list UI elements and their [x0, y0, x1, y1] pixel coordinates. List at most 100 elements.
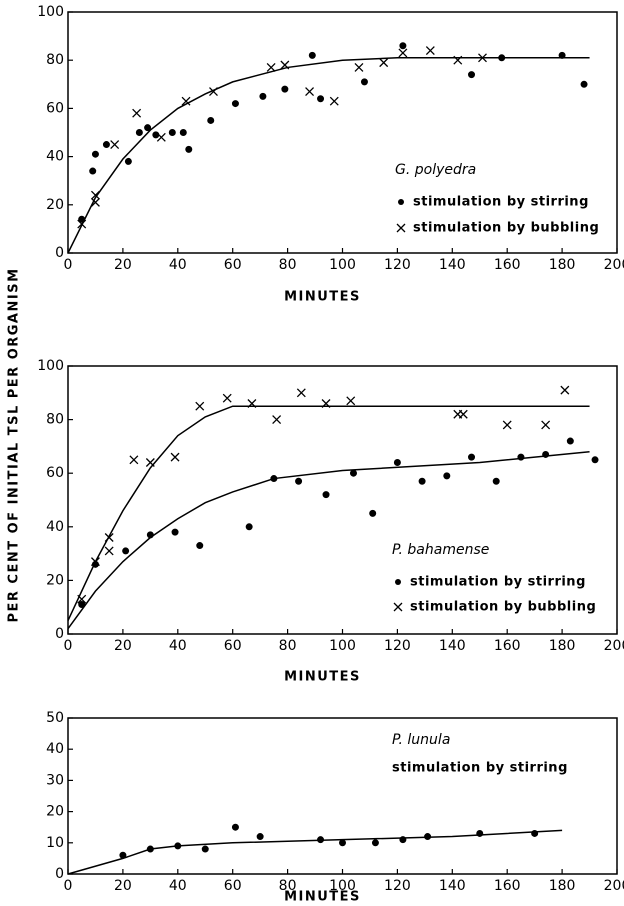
plot-frame — [67, 11, 618, 254]
dot-point — [517, 453, 525, 461]
cross-point — [90, 190, 100, 200]
x-tick-label: 120 — [384, 257, 411, 273]
cross-point — [321, 399, 331, 408]
legend-label: stimulation by bubbling — [413, 221, 599, 236]
x-tick-label: 200 — [604, 638, 624, 654]
dot-point — [207, 116, 215, 124]
cross-point — [156, 132, 166, 142]
dot-point — [270, 475, 278, 483]
x-tick-label: 140 — [439, 257, 466, 273]
legend-marker — [393, 602, 403, 612]
x-tick-label: 140 — [439, 638, 466, 654]
y-tick-label: 80 — [46, 412, 64, 428]
cross-point — [170, 452, 180, 462]
legend-marker — [398, 199, 404, 205]
dot-point — [468, 453, 476, 461]
y-tick-label: 100 — [37, 358, 64, 374]
x-tick-label: 100 — [329, 878, 356, 894]
dot-point — [245, 523, 253, 531]
cross-point — [104, 546, 114, 556]
dot-point — [399, 836, 407, 844]
cross-point — [305, 87, 315, 96]
cross-point — [209, 87, 218, 96]
dot-point — [558, 51, 566, 59]
y-tick-label: 10 — [46, 835, 64, 851]
dot-point — [322, 491, 330, 499]
dot-point — [591, 456, 599, 464]
cross-point — [77, 594, 87, 604]
cross-point — [247, 399, 257, 408]
cross-point — [560, 385, 570, 395]
dot-point — [231, 823, 239, 831]
x-tick-label: 40 — [169, 878, 187, 894]
x-tick-label: 80 — [279, 257, 297, 273]
legend-label: stimulation by bubbling — [410, 600, 596, 615]
x-tick-label: 60 — [224, 638, 242, 654]
y-axis-label: PER CENT OF INITIAL TSL PER ORGANISM — [7, 267, 22, 622]
x-tick-label: 200 — [604, 878, 624, 894]
cross-point — [280, 60, 290, 70]
x-tick-label: 100 — [329, 257, 356, 273]
x-tick-label: 20 — [114, 638, 132, 654]
dot-point — [317, 95, 325, 103]
cross-point — [77, 219, 87, 229]
dot-point — [171, 528, 179, 536]
cross-point — [266, 62, 276, 72]
dot-point — [443, 472, 451, 480]
x-tick-label: 180 — [549, 878, 576, 894]
x-tick-label: 60 — [224, 257, 242, 273]
fit-curve — [67, 451, 590, 630]
dot-point — [201, 845, 209, 853]
x-tick-label: 180 — [549, 638, 576, 654]
fit-curve — [67, 405, 590, 621]
legend-label: stimulation by stirring — [413, 195, 589, 210]
cross-point — [90, 557, 100, 567]
dot-point — [174, 842, 182, 850]
dot-point — [566, 437, 574, 445]
legend-marker — [396, 223, 406, 233]
cross-point — [453, 55, 463, 65]
y-tick-label: 40 — [46, 741, 64, 757]
dot-point — [152, 131, 160, 139]
cross-point — [502, 420, 512, 430]
legend-label: stimulation by stirring — [410, 575, 586, 590]
y-tick-label: 100 — [37, 4, 64, 20]
y-tick-label: 50 — [46, 710, 64, 726]
cross-point — [425, 46, 435, 56]
dot-point — [393, 458, 401, 466]
x-tick-label: 40 — [169, 257, 187, 273]
y-tick-label: 60 — [46, 100, 64, 116]
dot-point — [185, 145, 193, 153]
dot-point — [146, 531, 154, 539]
dot-point — [468, 71, 476, 79]
x-tick-label: 0 — [64, 878, 73, 894]
cross-point — [379, 58, 389, 68]
x-tick-label: 80 — [279, 638, 297, 654]
cross-point — [458, 409, 468, 419]
dot-point — [146, 845, 154, 853]
x-tick-label: 120 — [384, 878, 411, 894]
dot-point — [135, 129, 143, 136]
panel-title: P. lunula — [392, 732, 450, 748]
y-tick-label: 40 — [46, 149, 64, 165]
dot-point — [259, 92, 267, 100]
x-tick-label: 100 — [329, 638, 356, 654]
cross-point — [346, 396, 356, 406]
dot-point — [399, 42, 407, 50]
y-tick-label: 20 — [46, 572, 64, 588]
y-tick-label: 40 — [46, 519, 64, 535]
dot-point — [89, 167, 97, 175]
cross-point — [132, 108, 142, 118]
dot-point — [78, 215, 86, 223]
dot-point — [498, 54, 506, 62]
dot-point — [124, 157, 132, 165]
dot-point — [102, 141, 110, 149]
dot-point — [281, 85, 289, 93]
cross-point — [104, 533, 114, 542]
dot-point — [371, 839, 379, 847]
dot-point — [492, 477, 500, 485]
cross-point — [129, 455, 139, 465]
cross-point — [354, 62, 364, 72]
cross-point — [398, 48, 408, 58]
